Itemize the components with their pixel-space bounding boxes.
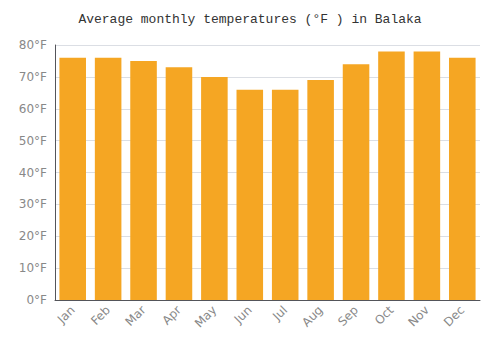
svg-text:Oct: Oct [372,303,397,328]
svg-text:30°F: 30°F [19,197,47,211]
svg-text:Jan: Jan [54,303,78,327]
svg-text:70°F: 70°F [19,70,47,84]
svg-text:May: May [192,303,219,330]
svg-text:10°F: 10°F [19,261,47,275]
svg-text:0°F: 0°F [26,293,47,307]
svg-text:Mar: Mar [123,303,149,329]
svg-text:Dec: Dec [441,303,467,329]
svg-text:20°F: 20°F [19,229,47,243]
svg-text:Sep: Sep [335,303,361,329]
svg-text:Jun: Jun [231,303,255,327]
svg-text:Aug: Aug [299,303,325,329]
svg-text:60°F: 60°F [19,102,47,116]
svg-text:Average monthly temperatures (: Average monthly temperatures (°F ) in Ba… [78,12,421,27]
svg-text:Nov: Nov [405,303,431,329]
svg-text:80°F: 80°F [19,38,47,52]
svg-text:50°F: 50°F [19,134,47,148]
svg-text:Jul: Jul [269,303,290,324]
svg-text:40°F: 40°F [19,166,47,180]
svg-text:Feb: Feb [88,303,113,328]
svg-text:Apr: Apr [159,303,184,328]
